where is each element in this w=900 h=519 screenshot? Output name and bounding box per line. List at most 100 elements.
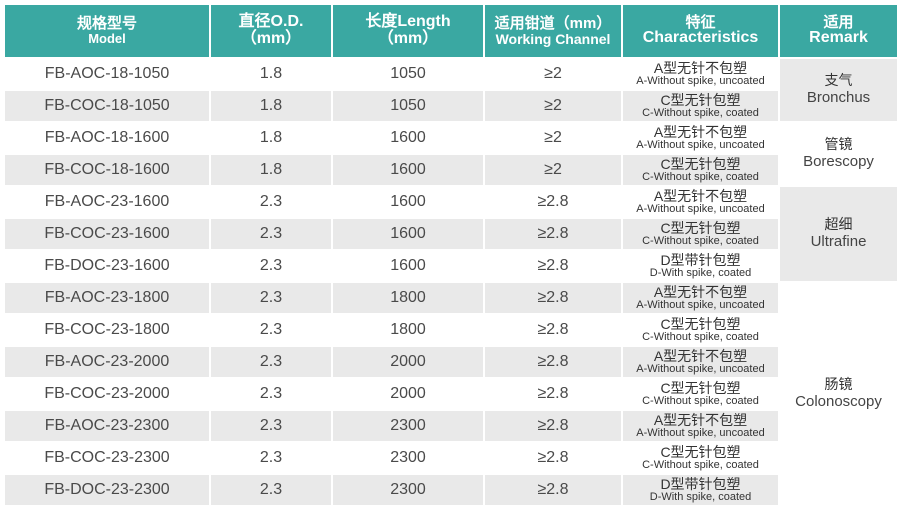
cell-length: 2300 [333, 443, 483, 473]
cell-od: 2.3 [211, 283, 331, 313]
header-channel-zh: 适用钳道（mm） [494, 14, 612, 32]
table-row: FB-DOC-23-1600 2.3 1600 ≥2.8 D型带针包塑 D-Wit… [5, 251, 897, 281]
cell-length: 2300 [333, 475, 483, 505]
cell-model: FB-DOC-23-1600 [5, 251, 209, 281]
cell-od: 1.8 [211, 59, 331, 89]
spec-table: 规格型号 Model 直径O.D. （mm） 长度Length （mm） 适用钳道（m… [3, 3, 899, 507]
cell-model: FB-AOC-23-1800 [5, 283, 209, 313]
header-feature: 特征 Characteristics [623, 5, 778, 57]
cell-channel: ≥2.8 [485, 219, 621, 249]
cell-length: 1050 [333, 59, 483, 89]
cell-od: 2.3 [211, 411, 331, 441]
cell-od: 1.8 [211, 155, 331, 185]
feature-en: C-Without spike, coated [642, 459, 759, 471]
cell-channel: ≥2 [485, 123, 621, 153]
header-od-en: （mm） [240, 30, 302, 47]
cell-length: 1600 [333, 187, 483, 217]
cell-feature: A型无针不包塑 A-Without spike, uncoated [623, 283, 778, 313]
remark-en: Borescopy [803, 153, 874, 171]
feature-en: D-With spike, coated [649, 491, 752, 503]
cell-channel: ≥2.8 [485, 283, 621, 313]
cell-channel: ≥2.8 [485, 315, 621, 345]
table-row: FB-COC-23-1600 2.3 1600 ≥2.8 C型无针包塑 C-Wit… [5, 219, 897, 249]
cell-model: FB-AOC-23-2000 [5, 347, 209, 377]
header-remark-zh: 适用 [823, 13, 854, 31]
header-feature-zh: 特征 [685, 13, 716, 31]
cell-feature: C型无针包塑 C-Without spike, coated [623, 315, 778, 345]
cell-channel: ≥2.8 [485, 379, 621, 409]
table-row: FB-AOC-18-1050 1.8 1050 ≥2 A型无针不包塑 A-With… [5, 59, 897, 121]
cell-feature: A型无针不包塑 A-Without spike, uncoated [623, 347, 778, 377]
feature-en: C-Without spike, coated [642, 235, 759, 247]
header-od: 直径O.D. （mm） [211, 5, 331, 57]
cell-channel: ≥2.8 [485, 187, 621, 217]
cell-remark-ultrafine: 超细 Ultrafine [780, 187, 897, 281]
feature-en: C-Without spike, coated [642, 395, 759, 407]
table-row: FB-COC-18-1600 1.8 1600 ≥2 C型无针包塑 C-Witho… [5, 155, 897, 185]
cell-channel: ≥2.8 [485, 443, 621, 473]
cell-od: 2.3 [211, 251, 331, 281]
feature-zh: C型无针包塑 [660, 92, 741, 108]
cell-od: 2.3 [211, 475, 331, 505]
header-channel: 适用钳道（mm） Working Channel [485, 5, 621, 57]
cell-od: 1.8 [211, 91, 331, 121]
cell-model: FB-AOC-23-1600 [5, 187, 209, 217]
table-header-row: 规格型号 Model 直径O.D. （mm） 长度Length （mm） 适用钳道（m… [5, 5, 897, 57]
cell-length: 1600 [333, 219, 483, 249]
cell-model: FB-COC-23-1600 [5, 219, 209, 249]
feature-zh: A型无针不包塑 [653, 284, 748, 300]
table-row: FB-AOC-23-1600 2.3 1600 ≥2.8 A型无针不包塑 A-Wi… [5, 187, 897, 281]
header-length-zh: 长度Length [365, 13, 451, 31]
table-row: FB-COC-23-2300 2.3 2300 ≥2.8 C型无针包塑 C-Wit… [5, 443, 897, 473]
header-remark: 适用 Remark [780, 5, 897, 57]
remark-zh: 超细 [824, 215, 853, 232]
cell-length: 2300 [333, 411, 483, 441]
header-channel-en: Working Channel [495, 30, 611, 47]
remark-zh: 管镜 [824, 135, 853, 152]
header-feature-en: Characteristics [642, 29, 759, 47]
cell-remark-borescopy: 管镜 Borescopy [780, 123, 897, 185]
cell-remark-bronchus: 支气 Bronchus [780, 59, 897, 121]
cell-od: 2.3 [211, 219, 331, 249]
cell-model: FB-COC-23-2000 [5, 379, 209, 409]
cell-feature: D型带针包塑 D-With spike, coated [623, 251, 778, 281]
feature-en: C-Without spike, coated [642, 171, 759, 183]
table-row: FB-COC-18-1050 1.8 1050 ≥2 C型无针包塑 C-Witho… [5, 91, 897, 121]
table-row: FB-AOC-18-1600 1.8 1600 ≥2 A型无针不包塑 A-With… [5, 123, 897, 185]
cell-length: 2000 [333, 379, 483, 409]
header-remark-en: Remark [809, 29, 868, 47]
feature-zh: C型无针包塑 [660, 444, 741, 460]
cell-feature: A型无针不包塑 A-Without spike, uncoated [623, 187, 778, 217]
header-length-en: （mm） [377, 30, 439, 47]
cell-feature: C型无针包塑 C-Without spike, coated [623, 91, 778, 121]
cell-feature: C型无针包塑 C-Without spike, coated [623, 219, 778, 249]
feature-en: C-Without spike, coated [642, 107, 759, 119]
cell-channel: ≥2 [485, 91, 621, 121]
feature-en: A-Without spike, uncoated [636, 427, 765, 439]
cell-remark-colonoscopy: 肠镜 Colonoscopy [780, 283, 897, 505]
table-row: FB-DOC-23-2300 2.3 2300 ≥2.8 D型带针包塑 D-Wit… [5, 475, 897, 505]
cell-channel: ≥2.8 [485, 251, 621, 281]
cell-channel: ≥2.8 [485, 347, 621, 377]
cell-feature: A型无针不包塑 A-Without spike, uncoated [623, 123, 778, 153]
cell-feature: A型无针不包塑 A-Without spike, uncoated [623, 411, 778, 441]
feature-zh: C型无针包塑 [660, 380, 741, 396]
cell-feature: D型带针包塑 D-With spike, coated [623, 475, 778, 505]
cell-feature: C型无针包塑 C-Without spike, coated [623, 443, 778, 473]
cell-feature: A型无针不包塑 A-Without spike, uncoated [623, 59, 778, 89]
cell-model: FB-DOC-23-2300 [5, 475, 209, 505]
feature-zh: C型无针包塑 [660, 220, 741, 236]
table-row: FB-AOC-23-2300 2.3 2300 ≥2.8 A型无针不包塑 A-Wi… [5, 411, 897, 441]
table-row: FB-COC-23-1800 2.3 1800 ≥2.8 C型无针包塑 C-Wit… [5, 315, 897, 345]
header-model-en: Model [88, 31, 126, 47]
feature-zh: A型无针不包塑 [653, 412, 748, 428]
cell-channel: ≥2 [485, 155, 621, 185]
cell-od: 1.8 [211, 123, 331, 153]
cell-od: 2.3 [211, 187, 331, 217]
cell-channel: ≥2 [485, 59, 621, 89]
cell-od: 2.3 [211, 443, 331, 473]
feature-zh: A型无针不包塑 [653, 348, 748, 364]
feature-zh: A型无针不包塑 [653, 60, 748, 76]
cell-channel: ≥2.8 [485, 475, 621, 505]
